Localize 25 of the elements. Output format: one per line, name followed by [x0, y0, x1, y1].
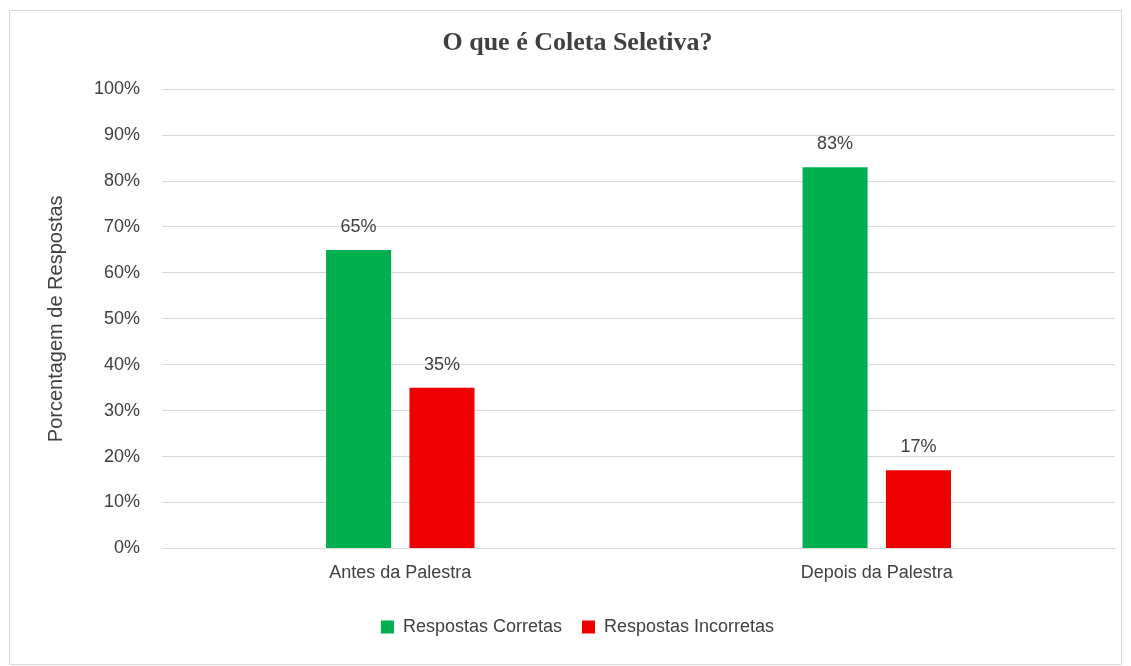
- legend-label: Respostas Incorretas: [603, 615, 775, 636]
- bar: [802, 167, 868, 548]
- y-tick-label: 90%: [104, 124, 141, 145]
- data-label: 65%: [340, 215, 377, 236]
- y-tick-label: 50%: [104, 307, 141, 328]
- data-label: 35%: [423, 353, 460, 374]
- bar: [885, 470, 951, 548]
- y-axis-title: Porcentagem de Respostas: [43, 195, 66, 443]
- data-label: 83%: [817, 133, 854, 154]
- bar: [409, 387, 475, 548]
- y-tick-label: 40%: [104, 353, 141, 374]
- y-tick-label: 10%: [104, 491, 141, 512]
- y-tick-label: 100%: [93, 78, 141, 99]
- x-tick-label: Depois da Palestra: [800, 562, 954, 583]
- y-tick-label: 70%: [104, 215, 141, 236]
- y-tick-label: 60%: [104, 261, 141, 282]
- y-tick-label: 0%: [114, 537, 141, 558]
- y-tick-label: 20%: [104, 445, 141, 466]
- x-tick-label: Antes da Palestra: [329, 562, 473, 583]
- chart-title: O que é Coleta Seletiva?: [442, 27, 713, 57]
- data-label: 17%: [900, 436, 937, 457]
- legend-label: Respostas Corretas: [402, 615, 563, 636]
- y-tick-label: 30%: [104, 399, 141, 420]
- y-tick-label: 80%: [104, 170, 141, 191]
- bar: [326, 249, 392, 548]
